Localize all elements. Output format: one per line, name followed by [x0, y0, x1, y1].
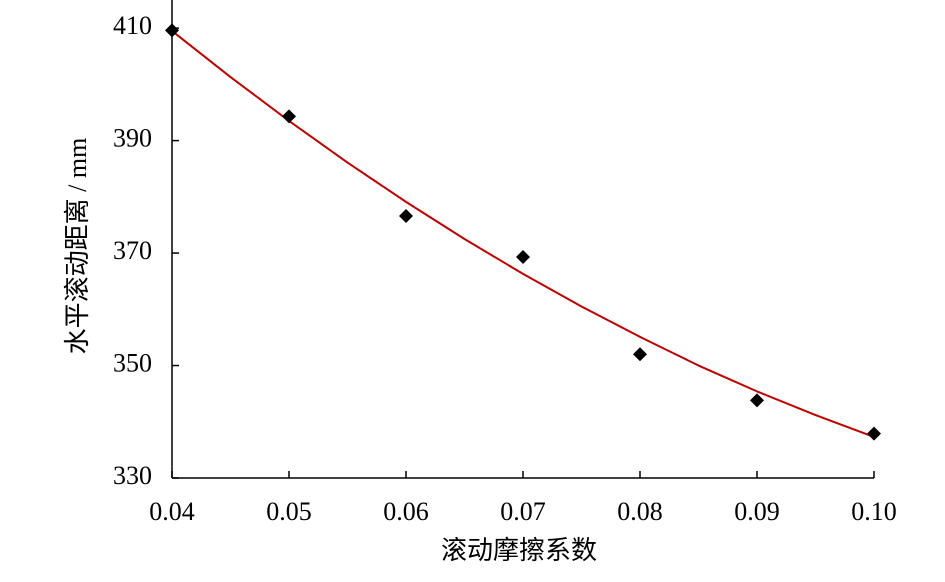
y-tick-label: 370 — [113, 236, 152, 265]
data-point — [165, 23, 179, 38]
data-point — [282, 109, 296, 124]
x-tick-label: 0.09 — [734, 497, 780, 526]
y-tick-label: 390 — [113, 124, 152, 153]
fit-curve — [171, 30, 875, 438]
y-tick-label: 410 — [113, 11, 152, 40]
x-tick-label: 0.06 — [383, 497, 429, 526]
x-axis-label: 滚动摩擦系数 — [441, 536, 597, 565]
y-axis-label: 水平滚动距离 / mm — [63, 138, 92, 355]
x-tick-label: 0.08 — [617, 497, 663, 526]
y-tick-label: 350 — [113, 348, 152, 377]
x-tick-label: 0.05 — [266, 497, 312, 526]
data-point — [633, 347, 647, 362]
data-point — [867, 426, 881, 441]
x-tick-label: 0.07 — [500, 497, 546, 526]
y-tick-label: 330 — [113, 461, 152, 490]
x-tick-label: 0.10 — [851, 497, 897, 526]
data-point — [516, 249, 530, 264]
data-point — [750, 393, 764, 408]
data-point — [399, 208, 413, 223]
x-tick-label: 0.04 — [149, 497, 195, 526]
